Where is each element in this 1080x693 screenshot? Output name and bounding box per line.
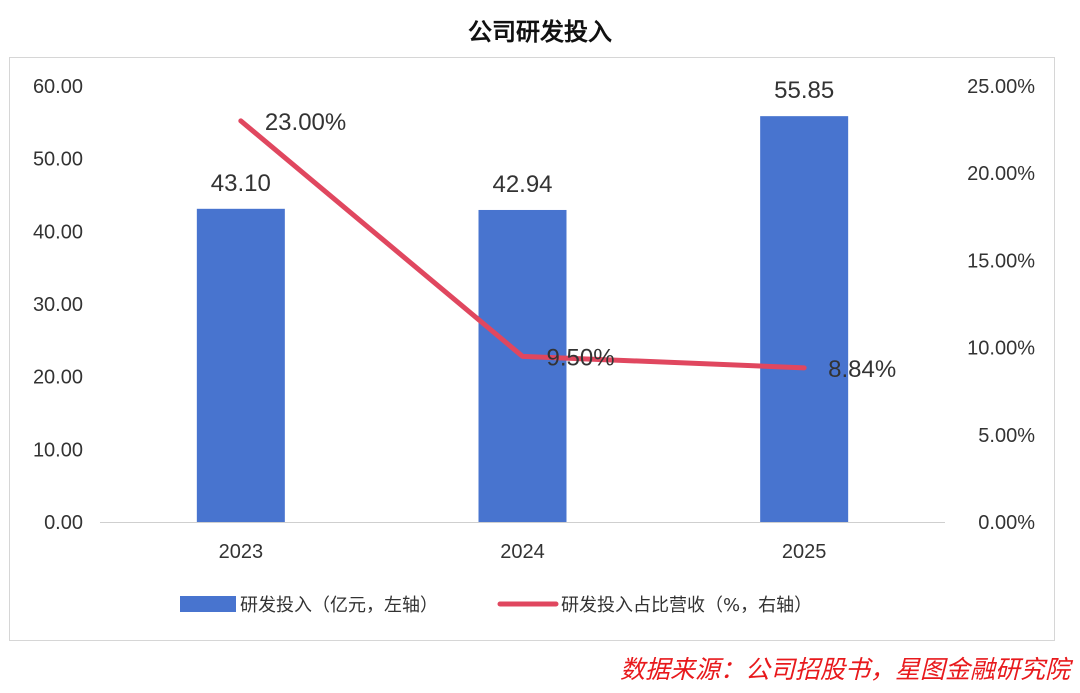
x-axis-tick-label: 2024 [500, 541, 545, 563]
line-data-label: 9.50% [547, 344, 615, 371]
right-axis-tick-label: 25.00% [967, 76, 1035, 98]
legend-bar-label: 研发投入（亿元，左轴） [240, 595, 438, 616]
bar-2025 [760, 116, 849, 522]
right-axis-tick-label: 5.00% [978, 425, 1035, 447]
left-axis-tick-label: 60.00 [33, 76, 83, 98]
left-axis-tick-label: 0.00 [44, 512, 83, 534]
bar-data-label: 55.85 [774, 77, 834, 104]
right-axis-tick-label: 20.00% [967, 163, 1035, 185]
right-axis-tick-label: 0.00% [978, 512, 1035, 534]
bar-2023 [196, 208, 285, 522]
x-axis-tick-label: 2025 [782, 541, 827, 563]
right-axis-tick-label: 15.00% [967, 250, 1035, 272]
right-axis-tick-label: 10.00% [967, 338, 1035, 360]
chart-title: 公司研发投入 [468, 18, 612, 46]
left-axis-tick-label: 20.00 [33, 367, 83, 389]
legend-line-label: 研发投入占比营收（%，右轴） [561, 595, 812, 616]
x-axis-tick-label: 2023 [219, 541, 264, 563]
line-data-label: 23.00% [265, 109, 346, 136]
legend-bar-swatch [180, 596, 236, 612]
left-axis-tick-label: 10.00 [33, 439, 83, 461]
chart-frame [9, 57, 1055, 641]
bar-data-label: 43.10 [211, 170, 271, 197]
line-data-label: 8.84% [828, 356, 896, 383]
source-note: 数据来源：公司招股书，星图金融研究院 [619, 655, 1070, 684]
left-axis-tick-label: 50.00 [33, 149, 83, 171]
bar-data-label: 42.94 [492, 171, 552, 198]
left-axis-tick-label: 30.00 [33, 294, 83, 316]
left-axis-tick-label: 40.00 [33, 221, 83, 243]
bar-2024 [478, 209, 567, 522]
